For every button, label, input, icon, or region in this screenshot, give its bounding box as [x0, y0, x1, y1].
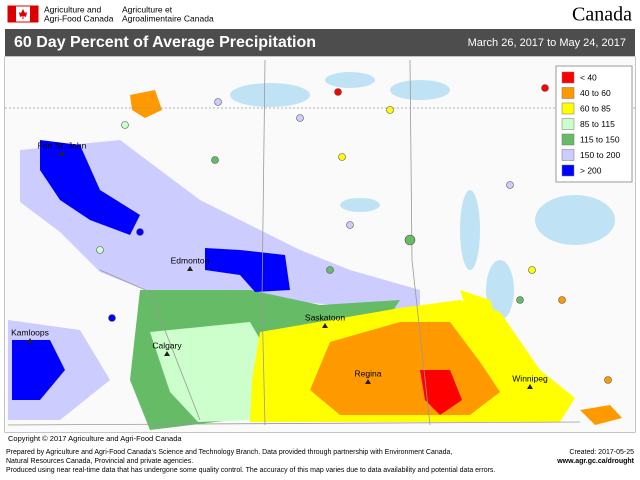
footer-line: Natural Resources Canada, Provincial and…	[6, 458, 193, 465]
dept-name: Agriculture and	[44, 4, 101, 14]
wordmark: Canada	[572, 4, 632, 26]
city-label: Winnipeg	[512, 373, 548, 383]
city-label: Edmonton	[171, 255, 210, 265]
maple-leaf	[19, 9, 27, 19]
footer-line: Produced using near real-time data that …	[6, 467, 495, 474]
station	[96, 246, 104, 254]
created: Created: 2017-05-25	[569, 449, 634, 456]
city-label: Calgary	[152, 340, 182, 350]
legend-swatch	[561, 149, 575, 161]
legend-label: > 200	[580, 165, 602, 175]
station	[211, 156, 219, 164]
city-marker	[527, 384, 533, 389]
dept-name: Agri-Food Canada	[44, 13, 114, 23]
station	[296, 114, 304, 122]
city-marker	[27, 338, 33, 343]
copyright: Copyright © 2017 Agriculture and Agri-Fo…	[8, 434, 182, 443]
legend-label: 150 to 200	[580, 150, 620, 160]
zone	[20, 140, 420, 312]
lake	[460, 190, 480, 270]
zone	[12, 340, 65, 400]
cities: Fort St. John Edmonton Kamloops Calgary Sask…	[11, 140, 548, 389]
legend-swatch	[561, 87, 575, 99]
zone	[420, 370, 462, 415]
station	[334, 88, 342, 96]
legend-label: < 40	[580, 72, 597, 82]
legend-swatch	[561, 164, 575, 177]
city-marker	[365, 379, 371, 384]
map	[4, 56, 636, 433]
footer-line: Prepared by Agriculture and Agri-Food Ca…	[6, 449, 452, 456]
station	[516, 296, 524, 304]
city-label: Fort St. John	[38, 140, 87, 150]
lake	[230, 83, 310, 107]
zone	[460, 290, 500, 330]
station	[338, 153, 346, 161]
station	[558, 296, 566, 304]
city-label: Regina	[355, 368, 382, 378]
station	[136, 228, 144, 236]
legend-label: 85 to 115	[580, 119, 615, 129]
title-bar	[5, 29, 635, 56]
legend-label: 115 to 150	[580, 134, 620, 144]
lake	[486, 260, 514, 320]
zone	[580, 405, 622, 425]
station	[541, 84, 549, 92]
country-border	[7, 421, 581, 426]
zone	[205, 248, 290, 292]
station	[121, 121, 129, 129]
title: 60 Day Percent of Average Precipitation	[14, 34, 316, 51]
flag-band	[30, 6, 38, 22]
lake	[325, 72, 375, 88]
station	[108, 314, 116, 322]
station	[528, 266, 536, 274]
station	[346, 221, 354, 229]
legend-swatch	[561, 118, 575, 130]
station	[214, 98, 222, 106]
city-marker	[322, 323, 328, 328]
station	[326, 266, 334, 274]
flag-band	[8, 6, 16, 22]
station	[404, 234, 416, 246]
zone	[150, 322, 272, 422]
city-marker	[164, 351, 170, 356]
station	[386, 106, 394, 114]
city-marker	[59, 151, 65, 156]
province-border	[99, 269, 201, 421]
legend-label: 60 to 85	[580, 103, 611, 113]
province-border	[261, 59, 266, 426]
dept-name: Agroalimentaire Canada	[122, 13, 214, 23]
legend-items: < 40 40 to 60 60 to 85 85 to 115 115 to 150 1…	[561, 71, 620, 177]
borders	[5, 59, 635, 426]
legend-swatch	[561, 102, 575, 115]
url: www.agr.gc.ca/drought	[556, 458, 634, 465]
lake	[340, 198, 380, 212]
lake	[535, 195, 615, 245]
lake	[390, 80, 450, 100]
station	[604, 376, 612, 384]
legend-swatch	[561, 133, 575, 146]
legend-swatch	[561, 71, 575, 84]
zone	[40, 140, 140, 235]
dept-name: Agriculture et	[122, 4, 173, 14]
legend-label: 40 to 60	[580, 88, 611, 98]
station	[506, 181, 514, 189]
province-border	[409, 59, 431, 426]
city-marker	[187, 266, 193, 271]
date-range: March 26, 2017 to May 24, 2017	[468, 37, 626, 49]
zone	[130, 90, 162, 118]
city-label: Kamloops	[11, 327, 49, 337]
city-label: Saskatoon	[305, 312, 345, 322]
